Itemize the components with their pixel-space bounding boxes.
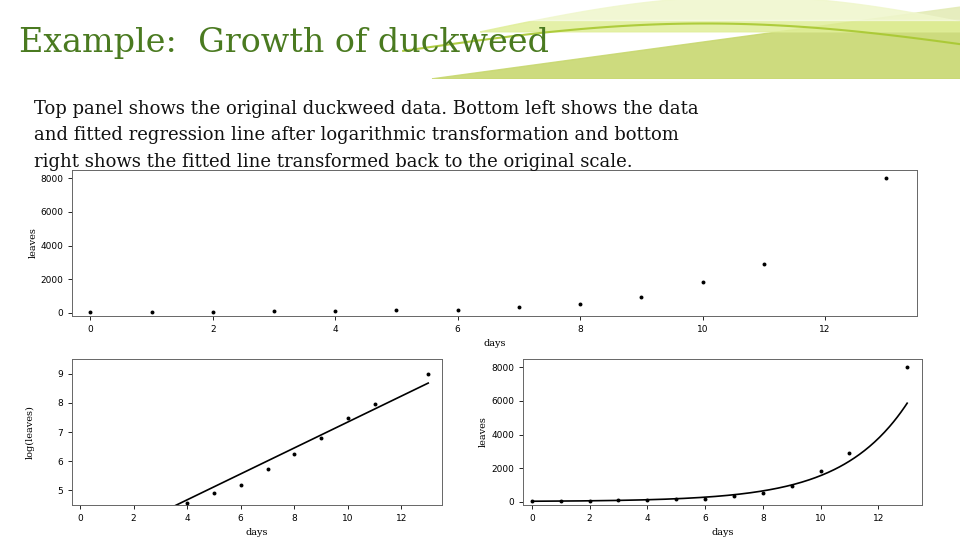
Point	[524, 497, 540, 505]
Point	[180, 499, 195, 508]
Point	[144, 308, 159, 316]
X-axis label: days: days	[483, 340, 506, 348]
Y-axis label: log(leaves): log(leaves)	[26, 405, 35, 459]
Point	[512, 303, 527, 312]
Point	[233, 481, 249, 489]
Point	[367, 399, 382, 408]
Point	[83, 308, 98, 316]
Point	[727, 492, 742, 501]
Point	[697, 494, 712, 503]
Point	[553, 497, 568, 505]
Point	[639, 496, 655, 504]
Point	[842, 449, 857, 457]
Point	[634, 293, 649, 302]
Point	[572, 300, 588, 308]
Point	[784, 482, 800, 491]
Text: Example:  Growth of duckweed: Example: Growth of duckweed	[19, 27, 549, 59]
X-axis label: days: days	[711, 529, 733, 537]
Point	[389, 306, 404, 315]
Point	[756, 489, 771, 497]
Y-axis label: leaves: leaves	[29, 227, 38, 259]
Point	[756, 260, 772, 268]
Point	[287, 449, 302, 458]
Point	[340, 413, 355, 422]
Point	[205, 307, 221, 316]
Point	[611, 496, 626, 505]
X-axis label: days: days	[246, 529, 268, 537]
Point	[900, 363, 915, 372]
Point	[206, 489, 222, 497]
Point	[313, 434, 328, 442]
Text: Top panel shows the original duckweed data. Bottom left shows the data
and fitte: Top panel shows the original duckweed da…	[34, 100, 698, 171]
Point	[126, 515, 141, 524]
Point	[99, 532, 114, 540]
Point	[72, 538, 87, 540]
Point	[266, 307, 281, 316]
Point	[420, 370, 436, 379]
Y-axis label: leaves: leaves	[478, 416, 488, 448]
Point	[260, 464, 276, 473]
Point	[695, 278, 710, 287]
Point	[153, 508, 168, 517]
Point	[327, 307, 343, 315]
Point	[582, 496, 597, 505]
Point	[668, 495, 684, 504]
Point	[450, 305, 466, 314]
Point	[878, 174, 894, 183]
Point	[813, 467, 828, 476]
